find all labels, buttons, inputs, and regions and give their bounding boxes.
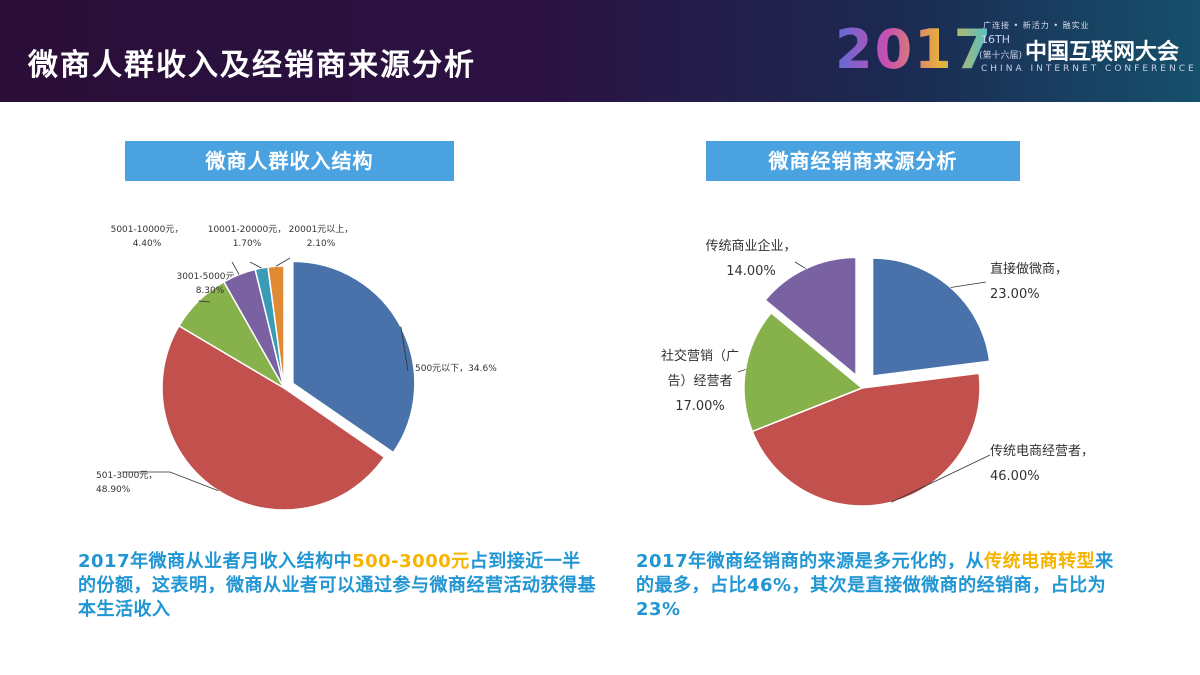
slice-label: 2.10% — [307, 239, 336, 249]
slice-label: 社交营销（广 — [661, 348, 739, 364]
income-caption-part: 2017年微商从业者月收入结构中 — [78, 551, 353, 572]
slice-label: 48.90% — [96, 485, 131, 495]
income-caption-highlight: 500-3000元 — [352, 551, 470, 572]
slice-label: 501-3000元， — [96, 471, 157, 481]
page-title: 微商人群收入及经销商来源分析 — [28, 48, 476, 83]
leader-line — [275, 257, 291, 267]
pie-slice — [764, 256, 857, 377]
logo-edition: 16TH — [981, 33, 1010, 46]
leader-line — [400, 326, 409, 372]
source-caption-highlight: 传统电商转型 — [984, 551, 1096, 572]
pie-slice — [161, 324, 386, 511]
leader-line — [198, 300, 211, 303]
slice-label: 1.70% — [233, 239, 262, 249]
pie-slice — [871, 257, 991, 377]
leader-line — [231, 261, 240, 275]
logo-slogan: 广连接 • 新活力 • 融实业 — [983, 21, 1090, 30]
logo-name-en: CHINA INTERNET CONFERENCE — [981, 64, 1197, 74]
leader-line — [794, 261, 807, 269]
source-caption: 2017年微商经销商的来源是多元化的，从传统电商转型来的最多，占比46%，其次是… — [636, 550, 1116, 622]
leader-line — [249, 261, 262, 269]
source-chart-title: 微商经销商来源分析 — [706, 141, 1020, 181]
logo-year: 2017 — [835, 18, 994, 81]
pie-slice — [751, 372, 981, 507]
source-caption-part: 来的最多，占比46%，其次是直接做微商的经销商，占比为23% — [636, 551, 1114, 620]
leader-line — [122, 471, 219, 492]
slice-label: 4.40% — [133, 239, 162, 249]
leader-line — [891, 454, 991, 503]
source-caption-part: 2017年微商经销商的来源是多元化的，从 — [636, 551, 985, 572]
slice-label: 17.00% — [675, 399, 725, 414]
slice-label: 10001-20000元， — [208, 225, 287, 235]
slice-label: 传统电商经营者， — [990, 444, 1094, 459]
slice-label: 46.00% — [990, 469, 1040, 484]
slice-label: 3001-5000元， — [176, 272, 243, 282]
slice-label: 告）经营者 — [667, 374, 732, 389]
leader-line — [737, 369, 746, 373]
header-banner: 微商人群收入及经销商来源分析 2017 广连接 • 新活力 • 融实业 16TH… — [0, 0, 1200, 102]
income-caption-part: 占到接近一半的份额，这表明，微商从业者可以通过参与微商经营活动获得基本生活收入 — [78, 551, 596, 620]
income-caption: 2017年微商从业者月收入结构中500-3000元占到接近一半的份额，这表明，微… — [78, 550, 598, 622]
slice-label: 20001元以上， — [289, 224, 354, 235]
slice-label: 23.00% — [990, 287, 1040, 302]
conference-logo: 2017 广连接 • 新活力 • 融实业 16TH (第十六届) 中国互联网大会… — [835, 18, 1194, 82]
slice-label: 8.30% — [196, 286, 225, 296]
slice-label: 14.00% — [726, 264, 776, 279]
logo-name-cn: 中国互联网大会 — [1025, 40, 1180, 65]
income-chart-title: 微商人群收入结构 — [125, 141, 454, 181]
slice-label: 5001-10000元， — [111, 225, 184, 235]
leader-line — [950, 281, 987, 288]
slice-label: 直接做微商， — [990, 261, 1068, 277]
slice-label: 传统商业企业， — [705, 238, 796, 254]
logo-session: (第十六届) — [979, 51, 1023, 61]
slice-label: 500元以下，34.6% — [415, 364, 497, 374]
